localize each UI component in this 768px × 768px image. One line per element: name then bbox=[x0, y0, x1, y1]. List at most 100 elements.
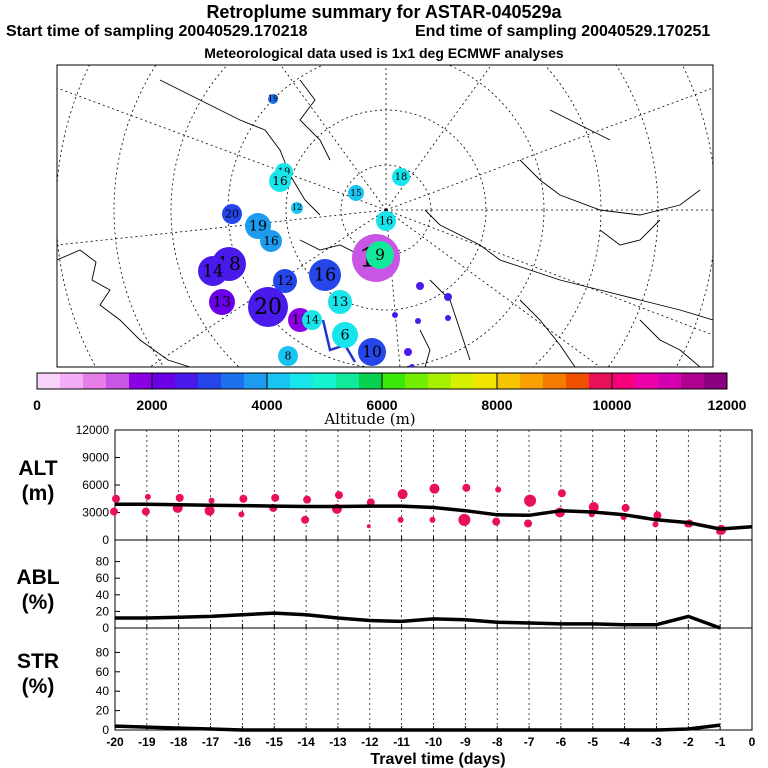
plume-cluster-day-label: 20 bbox=[225, 208, 239, 221]
colorbar-swatch bbox=[83, 373, 107, 389]
colorbar-swatch bbox=[658, 373, 682, 389]
altitude-scatter-point bbox=[429, 516, 436, 523]
altitude-scatter-point bbox=[110, 507, 118, 516]
coastline bbox=[519, 159, 701, 216]
altitude-scatter-point bbox=[524, 494, 537, 507]
plume-cluster-marker bbox=[376, 211, 396, 231]
colorbar-swatch bbox=[106, 373, 130, 389]
altitude-scatter-point bbox=[112, 494, 120, 503]
colorbar-swatch bbox=[566, 373, 590, 389]
trajectory-line bbox=[321, 319, 357, 363]
map-panel: 1919161518162019161218141213201681110961… bbox=[56, 64, 714, 368]
colorbar-tick-label: 10000 bbox=[593, 397, 632, 413]
coastline bbox=[639, 319, 701, 367]
plume-cluster-marker bbox=[248, 287, 288, 327]
plume-cluster-day-label: 14 bbox=[305, 314, 319, 327]
altitude-label: Altitude (m) bbox=[323, 410, 415, 428]
colorbar-swatch bbox=[221, 373, 245, 389]
coastline bbox=[299, 79, 331, 161]
meridian bbox=[385, 87, 713, 211]
x-tick-label: -19 bbox=[138, 735, 156, 749]
colorbar-swatch bbox=[474, 373, 498, 389]
plume-cluster-day-label: 8 bbox=[285, 350, 292, 363]
y-tick-label: 60 bbox=[96, 665, 110, 679]
meridian bbox=[280, 65, 387, 211]
time-series-panels: 120009000600030000806040200806040200-20-… bbox=[76, 423, 756, 749]
alt-unit: (m) bbox=[22, 482, 55, 505]
colorbar-swatch bbox=[152, 373, 176, 389]
colorbar-swatch bbox=[543, 373, 567, 389]
x-tick-label: -8 bbox=[492, 735, 503, 749]
coastline bbox=[424, 209, 713, 321]
colorbar-swatch bbox=[359, 373, 383, 389]
altitude-scatter-point bbox=[495, 486, 502, 493]
y-tick-label: 9000 bbox=[82, 451, 109, 465]
plume-cluster-marker bbox=[268, 94, 278, 104]
plume-cluster-marker bbox=[222, 204, 242, 224]
plume-cluster-day-label: 12 bbox=[277, 274, 294, 289]
colorbar-swatch bbox=[520, 373, 544, 389]
x-tick-label: -2 bbox=[683, 735, 694, 749]
colorbar-swatch bbox=[60, 373, 84, 389]
x-tick-label: -10 bbox=[425, 735, 443, 749]
colorbar-swatch bbox=[704, 373, 728, 389]
altitude-scatter-point bbox=[239, 494, 248, 503]
colorbar-tick-label: 4000 bbox=[251, 397, 282, 413]
plume-cluster-day-label: 9 bbox=[375, 246, 385, 264]
altitude-scatter-point bbox=[144, 493, 151, 500]
colorbar-swatch bbox=[635, 373, 659, 389]
altitude-scatter-point bbox=[175, 493, 184, 502]
plume-cluster-day-label: 13 bbox=[332, 295, 349, 310]
colorbar-swatch bbox=[129, 373, 153, 389]
plume-cluster-day-label: 13 bbox=[213, 295, 231, 311]
altitude-scatter-point bbox=[208, 497, 215, 504]
x-tick-label: -4 bbox=[619, 735, 630, 749]
str-label: STR bbox=[17, 650, 59, 673]
x-tick-label: -16 bbox=[234, 735, 252, 749]
meridian bbox=[385, 209, 601, 367]
plume-cluster-marker bbox=[358, 338, 386, 366]
meridian bbox=[385, 209, 713, 336]
x-tick-label: -12 bbox=[361, 735, 379, 749]
y-tick-label: 40 bbox=[96, 588, 110, 602]
altitude-scatter-point bbox=[429, 483, 440, 494]
colorbar-swatch bbox=[336, 373, 360, 389]
x-tick-label: -14 bbox=[297, 735, 315, 749]
x-tick-label: -13 bbox=[329, 735, 347, 749]
x-axis-label: Travel time (days) bbox=[370, 751, 505, 768]
plume-cluster-day-label: 18 bbox=[395, 172, 408, 183]
y-tick-label: 80 bbox=[96, 645, 110, 659]
x-tick-label: 0 bbox=[749, 735, 756, 749]
altitude-scatter-point bbox=[366, 524, 371, 529]
page-title: Retroplume summary for ASTAR-040529a bbox=[206, 2, 562, 22]
colorbar-swatch bbox=[290, 373, 314, 389]
x-tick-label: -18 bbox=[170, 735, 188, 749]
particle-dot bbox=[404, 348, 412, 356]
colorbar-swatch bbox=[175, 373, 199, 389]
plume-cluster-marker bbox=[209, 289, 235, 315]
colorbar-swatch bbox=[405, 373, 429, 389]
plume-cluster-marker bbox=[348, 185, 364, 201]
y-tick-label: 3000 bbox=[82, 506, 109, 520]
particle-dot bbox=[392, 312, 398, 318]
particle-dot bbox=[415, 318, 421, 324]
map-content: 1919161518162019161218141213201681110961… bbox=[57, 65, 713, 367]
plume-cluster-day-label: 10 bbox=[362, 343, 382, 361]
altitude-colorbar bbox=[36, 372, 728, 390]
panel-str: 80 60 40 20 0 bbox=[96, 627, 753, 737]
altitude-scatter-point bbox=[397, 489, 408, 500]
plume-cluster-marker bbox=[302, 310, 322, 330]
plume-cluster-marker bbox=[269, 170, 291, 192]
end-time: End time of sampling 20040529.170251 bbox=[415, 23, 711, 40]
plume-clusters: 1919161518162019161218141213201681110961… bbox=[198, 94, 452, 367]
altitude-scatter-point bbox=[621, 503, 630, 512]
colorbar-swatch bbox=[681, 373, 705, 389]
plume-cluster-day-label: 14 bbox=[203, 261, 224, 280]
y-tick-label: 0 bbox=[102, 723, 109, 737]
colorbar-ticks: 0 2000 4000 6000 8000 10000 12000 bbox=[33, 373, 747, 413]
colorbar-swatch bbox=[451, 373, 475, 389]
plume-cluster-day-label: 19 bbox=[268, 94, 278, 103]
altitude-scatter-point bbox=[524, 519, 533, 528]
coastline bbox=[429, 279, 471, 361]
